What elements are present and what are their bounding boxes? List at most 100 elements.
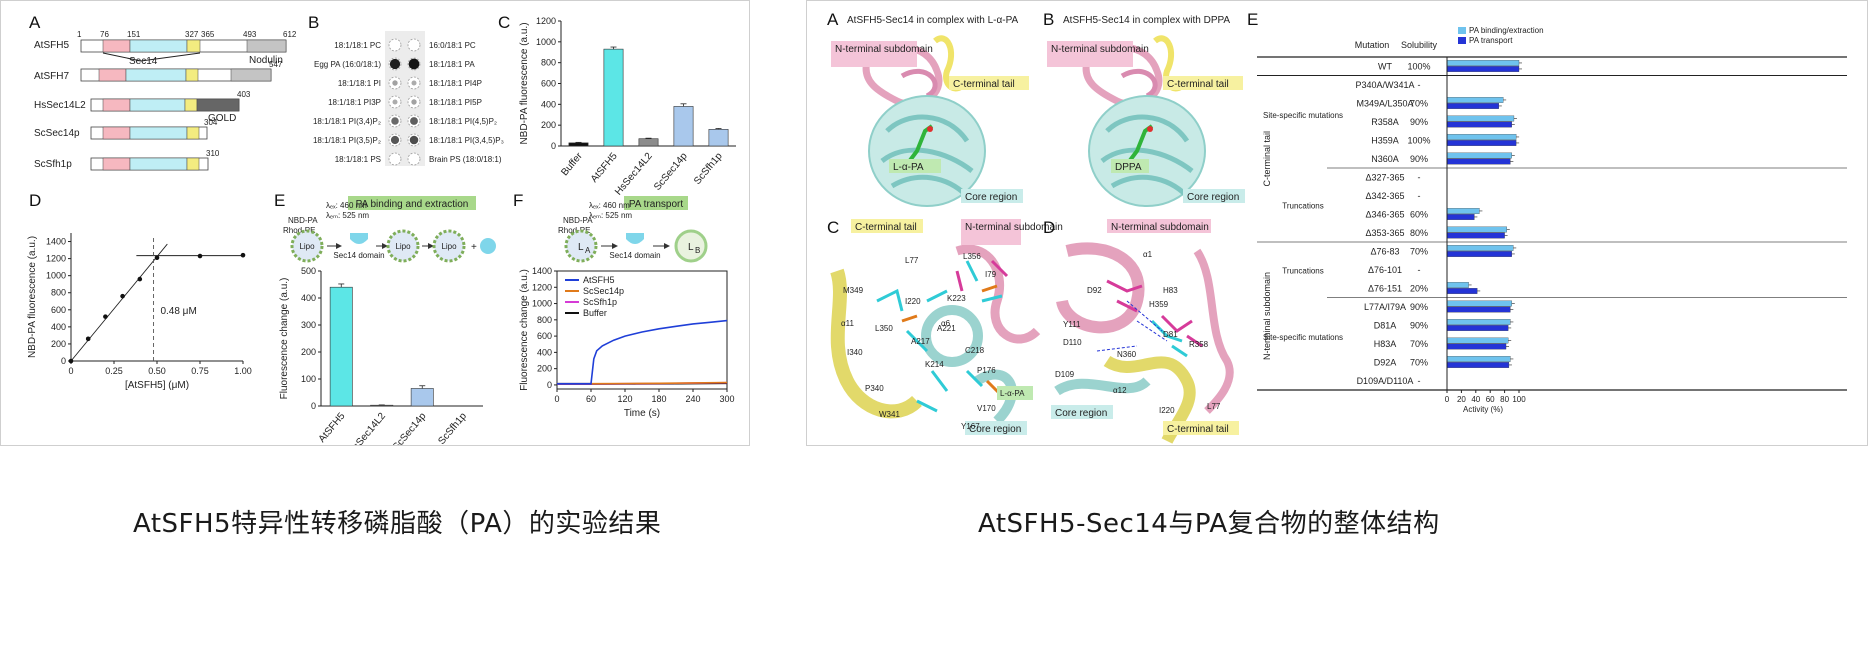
domain-label: Sec14 domain [609, 251, 660, 260]
nterm-helix [900, 68, 938, 99]
mutation-name: D92A [1374, 357, 1397, 367]
legend-label: PA transport [1469, 36, 1513, 45]
nterm-helix [955, 244, 1041, 344]
y-tick-label: 600 [51, 305, 66, 315]
residue-label: P340 [865, 384, 884, 393]
y-tick-label: 0 [311, 401, 316, 411]
lipo-label: Lipo [299, 242, 315, 251]
lipid-left: 18:1/18:1 PS [335, 155, 381, 164]
solubility-value: - [1418, 265, 1421, 275]
activity-bar [1446, 288, 1478, 294]
y-tick-label: 200 [541, 120, 556, 130]
nterm-label-D: N-terminal subdomain [1111, 222, 1209, 233]
x-tick-label: 80 [1500, 395, 1509, 404]
lipid-left: 18:1/18:1 PI [338, 79, 381, 88]
banner-F [624, 196, 688, 210]
activity-bar [1446, 356, 1511, 362]
blot-signal [411, 99, 417, 105]
nterm-helix [1193, 248, 1234, 414]
blot-signal [408, 58, 420, 70]
lig-box [997, 386, 1033, 400]
protein-name: HsSec14L2 [34, 100, 86, 111]
y-tick-label: 800 [51, 288, 66, 298]
panelB-title: AtSFH5-Sec14 in complex with DPPA [1063, 15, 1230, 26]
y-tick-label: 600 [541, 79, 556, 89]
blot-signal [389, 58, 401, 70]
solubility-value: 20% [1410, 283, 1428, 293]
core-label-D: Core region [1055, 408, 1107, 419]
liposome [432, 229, 466, 263]
data-point [154, 255, 160, 261]
plus-sign: + [471, 242, 477, 253]
ligand-phosphate [927, 126, 933, 132]
bar [603, 48, 624, 147]
la-sub: A [585, 246, 591, 255]
residue-labels-C: M349 L77 L356 I79 I220 K223 α6 α11 L350 A221 A217 I… [841, 252, 997, 431]
annotation: 0.48 μM [160, 306, 196, 317]
blot-signal [390, 135, 400, 145]
num: 547 [269, 60, 283, 69]
blot-signal [391, 117, 399, 125]
blot-spot [407, 152, 421, 166]
x-tick-label: 60 [586, 394, 596, 404]
category-label: ScSec14p [391, 411, 429, 445]
blot-signal [392, 99, 398, 105]
domain-nodulin [246, 39, 287, 53]
y-axis-label: Fluorescence change (a.u.) [519, 269, 530, 391]
x-axis-label: Time (s) [624, 408, 660, 419]
residue-label: I340 [847, 348, 863, 357]
lipo-label: Lipo [441, 242, 457, 251]
mutation-name: L77A/I79A [1364, 302, 1406, 312]
x-tick-label: 0 [1445, 395, 1450, 404]
solubility-value: - [1418, 191, 1421, 201]
label-D: D [1043, 218, 1055, 237]
x-tick-label: 100 [1512, 395, 1526, 404]
residue-label: L356 [963, 252, 981, 261]
y-axis-label: NBD-PA fluorescence (a.u.) [519, 22, 530, 144]
mutation-name: H83A [1374, 339, 1397, 349]
lig-label-B: DPPA [1115, 162, 1142, 173]
y-tick-label: 600 [537, 331, 552, 341]
ligand-phosphate [1147, 126, 1153, 132]
ex-label: λₑₓ: 460 nm [326, 201, 367, 210]
blot-signal [411, 80, 417, 86]
closeup-D: N-terminal subdomain C-terminal tail Cor… [1051, 219, 1239, 444]
residue-label: L350 [875, 324, 893, 333]
solubility-value: 90% [1410, 320, 1428, 330]
core-label-B: Core region [1187, 192, 1239, 203]
y-tick-label: 1400 [532, 266, 552, 276]
activity-bar [1446, 97, 1504, 103]
blot-spot [407, 38, 421, 52]
x-axis-label: [AtSFH5] (μM) [125, 380, 189, 391]
residue-sticks-magenta [1106, 279, 1203, 348]
caption-right: AtSFH5-Sec14与PA复合物的整体结构 [978, 509, 1440, 539]
activity-bar [1446, 245, 1514, 251]
lig-label-C: L-α-PA [1000, 389, 1025, 398]
panelA-title: AtSFH5-Sec14 in complex with L-α-PA [847, 15, 1019, 26]
bar [410, 388, 434, 407]
blot-dots [388, 38, 421, 166]
residue-label: α12 [1113, 386, 1127, 395]
activity-bar [1446, 251, 1512, 257]
blot-spot [388, 152, 402, 166]
y-tick-label: 1000 [46, 271, 66, 281]
category-label: ScSfh1p [692, 151, 725, 187]
group-label: Truncations [1282, 266, 1324, 275]
fit-line-rise [70, 243, 168, 362]
ex-label: λₑₓ: 460 nm [589, 201, 630, 210]
x-tick-label: 180 [651, 394, 666, 404]
num: 151 [127, 30, 141, 39]
domain-sec14 [129, 98, 186, 112]
residue-sticks-cyan [876, 260, 1003, 413]
solubility-value: 90% [1410, 302, 1428, 312]
cterm-box [851, 219, 923, 233]
data-point [197, 253, 203, 259]
liposome-a [564, 229, 598, 263]
core-label-A: Core region [965, 192, 1017, 203]
sec14-label: Sec14 [129, 56, 158, 67]
closeup-C: C-terminal tail N-terminal subdomain Cor… [830, 219, 1063, 435]
lipid-left: 18:1/18:1 PI(3,4)P₂ [313, 117, 381, 126]
mutation-name: Δ342-365 [1365, 191, 1404, 201]
lig-label-A: L-α-PA [893, 162, 924, 173]
